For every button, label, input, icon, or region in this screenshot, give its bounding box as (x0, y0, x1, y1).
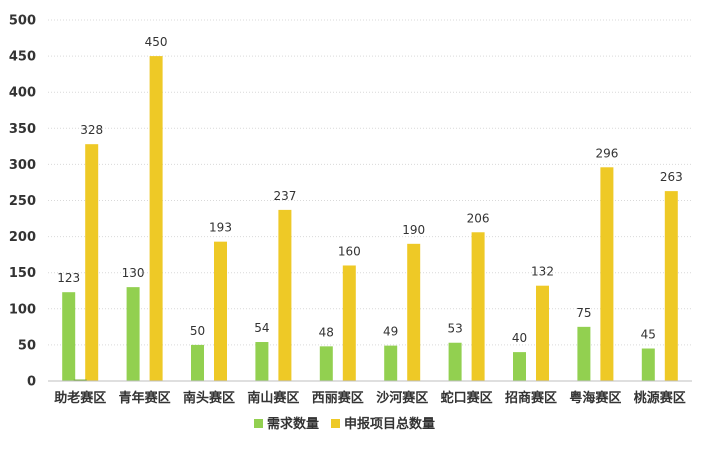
data-label-demand-9: 45 (641, 328, 656, 342)
bar-projects-1 (149, 56, 163, 381)
x-category-label-8: 粤海赛区 (569, 390, 621, 406)
bar-demand-1 (126, 287, 140, 381)
y-tick-label-0: 0 (27, 375, 36, 390)
bar-projects-3 (278, 209, 292, 381)
bar-demand-5 (384, 345, 398, 381)
data-labels-layer: 123 328 130 450 50 193 54 237 48 160 49 190 53 206 40 1… (57, 35, 683, 345)
data-label-demand-1: 130 (122, 266, 145, 280)
bar-demand-7 (513, 352, 526, 381)
y-tick-label-7: 350 (9, 122, 36, 137)
bar-projects-4 (342, 265, 356, 381)
bars-layer (62, 56, 678, 381)
x-category-label-7: 招商赛区 (505, 390, 557, 406)
data-label-projects-2: 193 (209, 221, 232, 235)
bar-projects-8 (600, 167, 614, 381)
x-category-label-0: 助老赛区 (54, 390, 106, 406)
data-label-demand-7: 40 (512, 331, 527, 345)
legend: 需求数量 申报项目总数量 (254, 416, 435, 432)
x-category-label-2: 南头赛区 (183, 390, 235, 406)
bar-demand-3 (255, 342, 269, 381)
y-tick-label-6: 300 (9, 158, 36, 173)
data-label-projects-9: 263 (660, 170, 683, 184)
grid-layer (48, 19, 692, 346)
bar-demand-6 (448, 342, 462, 381)
data-label-demand-8: 75 (576, 306, 591, 320)
data-label-projects-7: 132 (531, 265, 554, 279)
data-label-projects-3: 237 (273, 189, 296, 203)
x-category-label-5: 沙河赛区 (376, 390, 428, 406)
data-label-projects-8: 296 (595, 146, 618, 160)
x-category-label-6: 蛇口赛区 (441, 390, 493, 406)
bar-projects-9 (664, 191, 678, 381)
data-label-demand-4: 48 (319, 325, 334, 339)
bar-projects-0 (85, 144, 99, 381)
y-tick-label-2: 100 (9, 302, 36, 317)
y-tick-label-10: 500 (9, 14, 36, 29)
data-label-projects-6: 206 (467, 211, 490, 225)
data-label-demand-2: 50 (190, 324, 205, 338)
axis-layer: 0 50 100 150 200 250 300 350 400 450 500 助老赛区 青年赛区 南头… (9, 14, 692, 406)
data-label-demand-0: 123 (57, 271, 80, 285)
bar-demand-2 (191, 344, 204, 381)
y-tick-label-3: 150 (9, 266, 36, 281)
x-category-label-3: 南山赛区 (247, 390, 299, 406)
data-label-projects-5: 190 (402, 223, 425, 237)
data-label-demand-5: 49 (383, 325, 398, 339)
x-category-label-1: 青年赛区 (119, 390, 171, 406)
y-tick-label-1: 50 (18, 338, 36, 353)
bar-demand-4 (319, 346, 333, 381)
bar-demand-9 (641, 348, 655, 381)
legend-label-0: 需求数量 (267, 416, 319, 432)
legend-swatch-1 (331, 419, 340, 428)
y-tick-label-9: 450 (9, 50, 36, 65)
data-label-demand-3: 54 (254, 321, 269, 335)
bar-demand-8 (577, 326, 591, 381)
bar-projects-7 (536, 285, 549, 381)
data-label-projects-1: 450 (145, 35, 168, 49)
x-category-label-4: 西丽赛区 (312, 390, 364, 406)
bar-projects-5 (407, 243, 421, 381)
y-tick-label-5: 250 (9, 194, 36, 209)
data-label-demand-6: 53 (447, 322, 462, 336)
bar-projects-2 (214, 241, 227, 381)
data-label-projects-0: 328 (80, 123, 103, 137)
bar-demand-0 (62, 292, 76, 381)
x-category-label-9: 桃源赛区 (634, 390, 686, 406)
data-label-projects-4: 160 (338, 244, 361, 258)
bar-projects-6 (471, 232, 485, 381)
legend-label-1: 申报项目总数量 (344, 416, 435, 432)
y-tick-label-8: 400 (9, 86, 36, 101)
legend-swatch-0 (254, 419, 263, 428)
bar-extra-0 (73, 379, 87, 381)
y-tick-label-4: 200 (9, 230, 36, 245)
